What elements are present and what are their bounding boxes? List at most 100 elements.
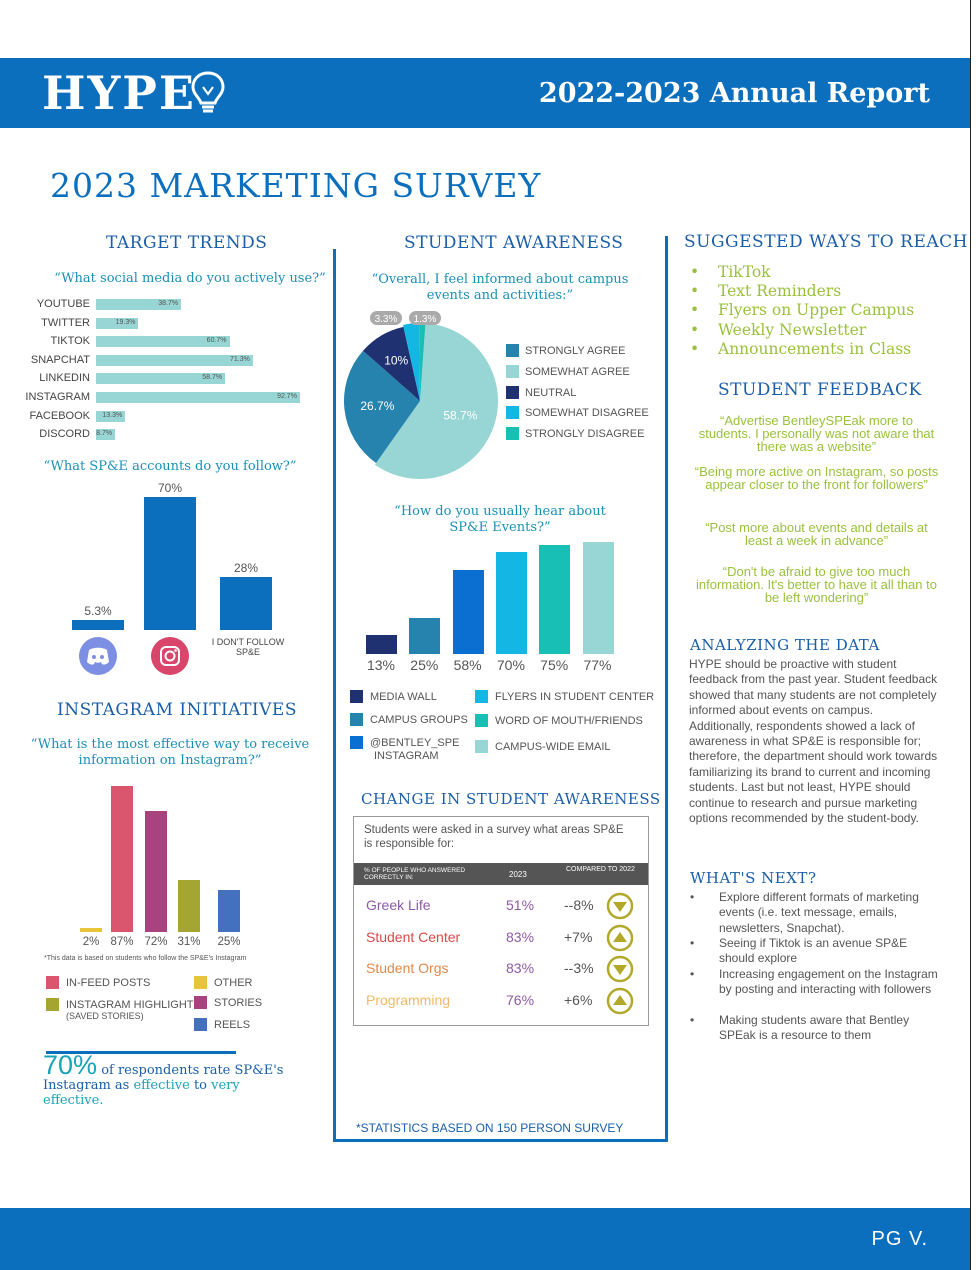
next-label: Increasing engagement on the Instagram b… [719,967,938,997]
legend-label: REELS [214,1019,251,1031]
account-bar [72,619,124,630]
legend-label: WORD OF MOUTH/FRIENDS [495,715,643,727]
legend-label: IN-FEED POSTS [66,977,151,989]
analyzing-title: ANALYZING THE DATA [690,636,880,654]
bullet: • [690,1013,695,1027]
accounts-bar-chart: 5.3% 70% 28% [60,480,300,680]
social-value: 8.7% [96,430,113,438]
change-area: Programming [366,991,451,1008]
bullet: • [690,339,700,358]
awareness-legend: STRONGLY AGREE SOMEWHAT AGREE NEUTRAL SOMEW… [506,344,666,454]
target-trends-title: TARGET TRENDS [106,233,268,253]
instagram-value: 72% [144,936,168,948]
social-row: FACEBOOK 13.3% [0,410,330,424]
social-label: SNAPCHAT [30,353,90,366]
student-awareness-title: STUDENT AWARENESS [404,233,624,253]
legend-label: NEUTRAL [525,386,577,399]
bullet: • [690,282,700,301]
hear-bar [366,635,397,654]
bullet: • [690,301,700,320]
hear-bar [582,542,614,654]
arrow-down-icon [606,955,634,983]
legend-swatch [194,976,207,989]
instagram-initiatives-title: INSTAGRAM INITIATIVES [57,700,297,720]
feedback-quote-3: “Post more about events and details at l… [705,520,928,548]
change-value: 51% [506,897,535,913]
social-value: 13.3% [102,411,123,419]
suggestion-item: • Text Reminders [690,282,841,300]
legend-swatch [506,364,519,378]
social-bar: 71.3% [96,354,253,366]
social-label: YOUTUBE [36,298,90,310]
hear-bar [452,569,484,654]
next-label: Explore different formats of marketing e… [719,890,919,935]
bullet: • [690,320,700,339]
account-bar [144,497,196,630]
page-number: PG V. [871,1228,928,1250]
instagram-stat: 70% of respondents rate SP&E's Instagram… [43,1052,333,1109]
col-header-compare: COMPARED TO 2022 [566,866,635,873]
survey-footnote: *STATISTICS BASED ON 150 PERSON SURVEY [356,1121,624,1135]
change-delta: +7% [564,928,593,945]
hear-value: 77% [583,657,612,673]
hear-value: 25% [410,657,439,673]
pie-slice [403,323,420,401]
hear-bar [495,552,527,654]
legend-label: STRONGLY AGREE [525,345,626,357]
feedback-quote-4: “Don't be afraid to give too much inform… [696,564,937,605]
stat-rule [46,1051,236,1054]
page-title: 2023 MARKETING SURVEY [50,166,542,205]
legend-label: FLYERS IN STUDENT CENTER [495,691,655,703]
col-header-2023: 2023 [509,870,527,879]
hear-legend: MEDIA WALL CAMPUS GROUPS @BENTLEY_SPE INSTA… [350,690,660,765]
instagram-footnote: *This data is based on students who foll… [44,955,247,962]
social-value: 60.7% [206,337,227,345]
legend-label: STRONGLY DISAGREE [525,428,645,441]
next-item: • Increasing engagement on the Instagram … [690,967,938,998]
discord-icon [79,637,117,675]
feedback-quote-2: “Being more active on Instagram, so post… [694,464,939,492]
change-table: Students were asked in a survey what are… [353,816,649,1026]
social-row: DISCORD 8.7% [0,428,330,442]
instagram-bar-chart: 2% 87% 72% 31% 25% [70,780,270,952]
pie-label: 58.7% [443,408,477,422]
legend-label: MEDIA WALL [370,691,437,703]
pie-label: 26.7% [360,399,394,413]
instagram-value: 87% [110,936,134,948]
legend-swatch [475,740,488,753]
legend-swatch [506,406,519,420]
social-label: DISCORD [39,428,90,441]
instagram-bar [178,879,200,932]
change-value: 76% [506,991,535,1008]
stat-very: very [211,1078,240,1093]
account-value: 28% [233,560,259,575]
next-label: Seeing if Tiktok is an avenue SP&E shoul… [719,936,908,966]
stat-line2: Instagram as [43,1078,130,1093]
legend-label: SOMEWHAT AGREE [525,365,630,378]
hear-bar [409,617,441,654]
center-frame-right [665,236,668,1142]
social-value: 38.7% [158,300,179,307]
lightbulb-icon [191,71,225,113]
instagram-icon [151,637,189,675]
suggestion-label: Weekly Newsletter [718,320,867,339]
instagram-bar [218,890,240,932]
pie-slice [374,323,498,479]
suggestion-item: • Weekly Newsletter [690,321,866,339]
change-title: CHANGE IN STUDENT AWARENESS [361,790,661,808]
footer-bar [0,1208,970,1270]
next-item: • Explore different formats of marketing … [690,890,938,936]
suggestion-label: TikTok [718,263,771,281]
legend-swatch [350,713,363,726]
legend-swatch [475,690,488,703]
change-area: Student Center [366,928,461,945]
legend-swatch [506,427,519,441]
page-edge [970,0,978,1270]
social-bar: 13.3% [96,410,126,422]
pie-callout-label: 3.3% [375,314,398,325]
awareness-question: “Overall, I feel informed about campus e… [371,272,629,303]
pie-slice [344,350,420,464]
social-value: 71.3% [230,355,250,363]
change-area: Greek Life [366,897,431,913]
header-bar [0,58,970,128]
